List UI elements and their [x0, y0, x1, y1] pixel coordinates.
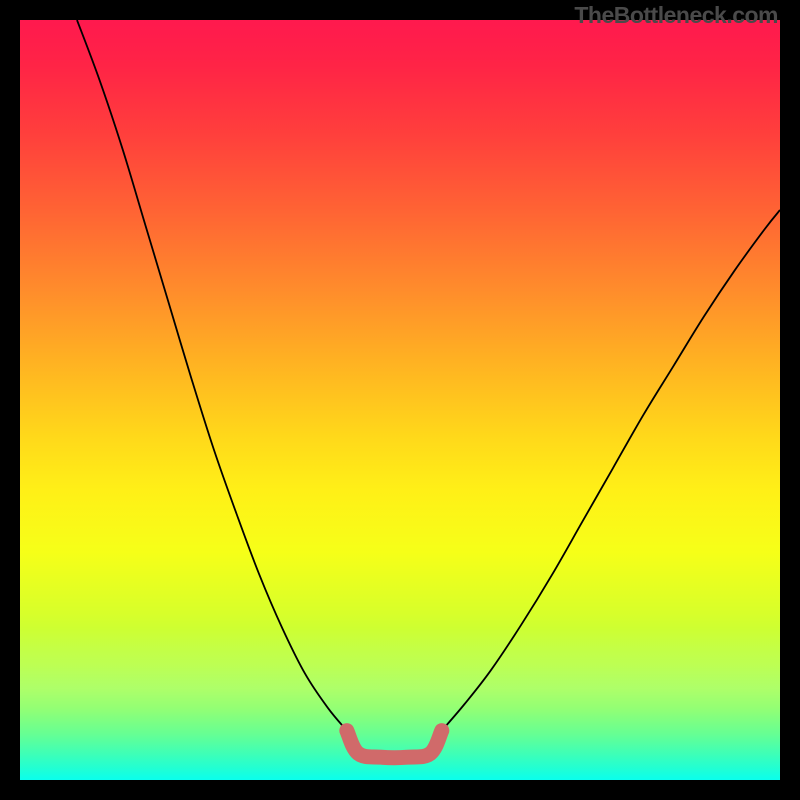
curve-left-branch — [77, 20, 347, 731]
valley-highlight-marker — [347, 731, 442, 758]
bottleneck-curve — [20, 20, 780, 780]
curve-right-branch — [442, 210, 780, 731]
watermark-text: TheBottleneck.com — [574, 2, 778, 29]
chart-plot-area — [20, 20, 780, 780]
